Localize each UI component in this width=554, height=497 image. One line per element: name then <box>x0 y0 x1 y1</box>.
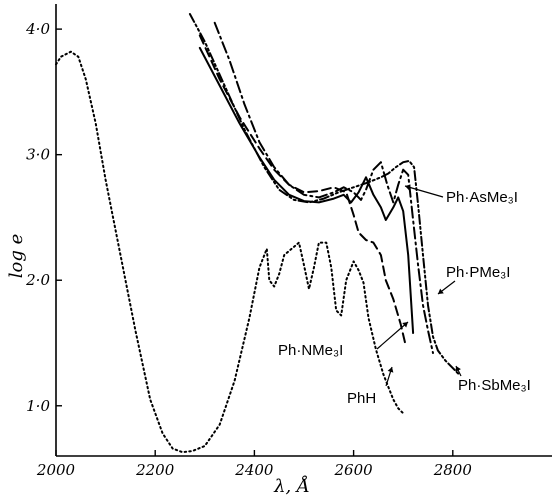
tick-group: 2000 2200 2400 2600 2800 1·0 2·0 3·0 4·0 <box>25 20 472 479</box>
series-ph-pme3i-line <box>213 21 434 354</box>
x-tick-label: 2400 <box>234 461 274 479</box>
annotation-arrowhead-ph-sbme3i <box>455 366 461 372</box>
chart-axes <box>55 4 552 457</box>
annotation-ph-pme3i: Ph·PMe₃I <box>446 264 510 281</box>
annotation-phh: PhH <box>347 390 376 407</box>
series-ph-nme3i-line <box>198 34 407 347</box>
series-group <box>55 13 462 454</box>
annotation-arrowhead-ph-nme3i <box>402 322 408 328</box>
y-axis-title: log e <box>6 234 27 279</box>
annotation-leader-ph-asme3i <box>404 185 444 198</box>
annotation-ph-sbme3i: Ph·SbMe₃I <box>458 377 531 394</box>
annotation-group: Ph·AsMe₃I Ph·PMe₃I Ph·NMe₃I PhH Ph·SbMe₃I <box>278 184 531 407</box>
annotation-ph-nme3i: Ph·NMe₃I <box>278 342 343 359</box>
y-tick-label: 2·0 <box>25 271 50 289</box>
x-axis-title: λ, Å <box>273 475 310 497</box>
annotation-arrowhead-ph-pme3i <box>438 288 444 294</box>
annotation-arrowhead-ph-asme3i <box>405 184 411 191</box>
annotation-arrowhead-phh <box>387 367 394 373</box>
series-ph-asme3i-line <box>198 46 415 334</box>
x-tick-label: 2200 <box>135 461 175 479</box>
series-ph-sbme3i-line <box>188 13 462 377</box>
y-tick-label: 4·0 <box>25 20 50 38</box>
y-tick-label: 3·0 <box>26 146 50 164</box>
series-phh-line <box>55 50 405 454</box>
annotation-leader-ph-nme3i <box>376 321 409 350</box>
y-tick-label: 1·0 <box>26 397 50 415</box>
x-tick-label: 2000 <box>36 461 76 479</box>
annotation-ph-asme3i: Ph·AsMe₃I <box>446 189 518 206</box>
x-tick-label: 2600 <box>334 461 374 479</box>
x-tick-label: 2800 <box>433 461 473 479</box>
